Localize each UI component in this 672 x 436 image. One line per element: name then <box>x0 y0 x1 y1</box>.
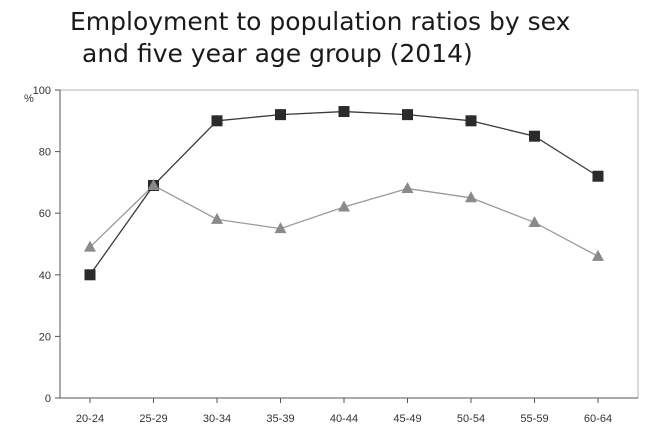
series-1-point <box>275 109 286 121</box>
series-1-point <box>338 106 350 118</box>
series-1-point <box>211 115 223 127</box>
y-tick-label: 20 <box>39 331 51 343</box>
x-axis-ticks: 20-24 25-29 30-34 35-39 40-44 45-49 50-54 55-59… <box>76 398 612 425</box>
series-2-point <box>274 222 287 234</box>
x-tick-label: 20-24 <box>76 413 104 425</box>
series-2-point <box>211 212 223 224</box>
series-1-point <box>529 130 540 142</box>
series-2-point <box>401 182 414 194</box>
chart-title-line-2: and five year age group (2014) <box>82 39 473 68</box>
series-1-point <box>465 115 477 127</box>
x-tick-label: 40-44 <box>330 413 358 425</box>
series-2-point <box>465 191 477 203</box>
x-tick-label: 25-29 <box>139 413 167 425</box>
series-2-point <box>147 178 160 190</box>
y-tick-label: 60 <box>39 208 51 220</box>
series-2-point <box>528 215 541 227</box>
series-1-point <box>84 269 96 281</box>
x-tick-label: 30-34 <box>203 413 231 425</box>
x-tick-label: 55-59 <box>520 413 548 425</box>
plot-frame <box>59 89 639 399</box>
series-2-point <box>338 200 350 212</box>
series-line-1 <box>89 110 599 276</box>
x-tick-label: 50-54 <box>457 413 485 425</box>
series-1-point <box>402 109 413 121</box>
series-2-point <box>84 240 96 252</box>
series-2-point <box>592 249 604 261</box>
series-line-2 <box>89 184 599 257</box>
y-tick-label: 80 <box>39 147 51 159</box>
chart-title-line-1: Employment to population ratios by sex <box>70 7 571 36</box>
x-tick-label: 35-39 <box>266 413 294 425</box>
y-axis-ticks: 0 20 40 60 80 100 <box>33 85 60 405</box>
y-tick-label: 100 <box>33 85 51 97</box>
series-1-point <box>592 170 604 182</box>
x-tick-label: 45-49 <box>393 413 421 425</box>
series-layer <box>84 106 604 281</box>
y-tick-label: 0 <box>45 393 51 405</box>
y-axis-unit: % <box>24 93 34 105</box>
chart-title: Employment to population ratios by sex a… <box>70 6 670 70</box>
y-tick-label: 40 <box>39 270 51 282</box>
x-tick-label: 60-64 <box>584 413 612 425</box>
